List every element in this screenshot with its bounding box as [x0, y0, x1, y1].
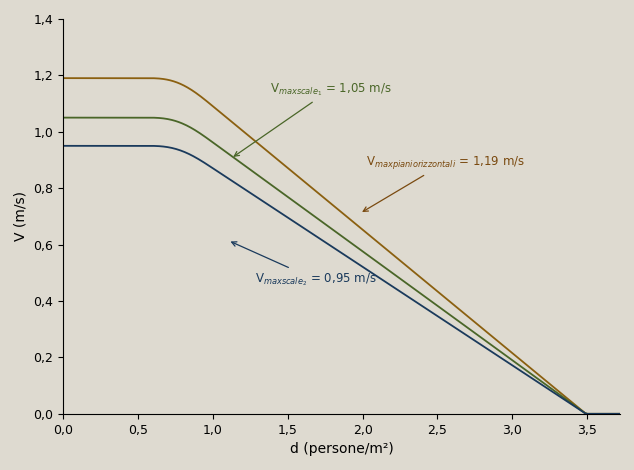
X-axis label: d (persone/m²): d (persone/m²) — [290, 442, 394, 456]
Text: V$_{maxpianiorizzontali}$ = 1,19 m/s: V$_{maxpianiorizzontali}$ = 1,19 m/s — [363, 154, 524, 212]
Text: V$_{maxscale_2}$ = 0,95 m/s: V$_{maxscale_2}$ = 0,95 m/s — [231, 242, 377, 288]
Y-axis label: V (m/s): V (m/s) — [14, 191, 28, 242]
Text: V$_{maxscale_1}$ = 1,05 m/s: V$_{maxscale_1}$ = 1,05 m/s — [235, 81, 391, 156]
